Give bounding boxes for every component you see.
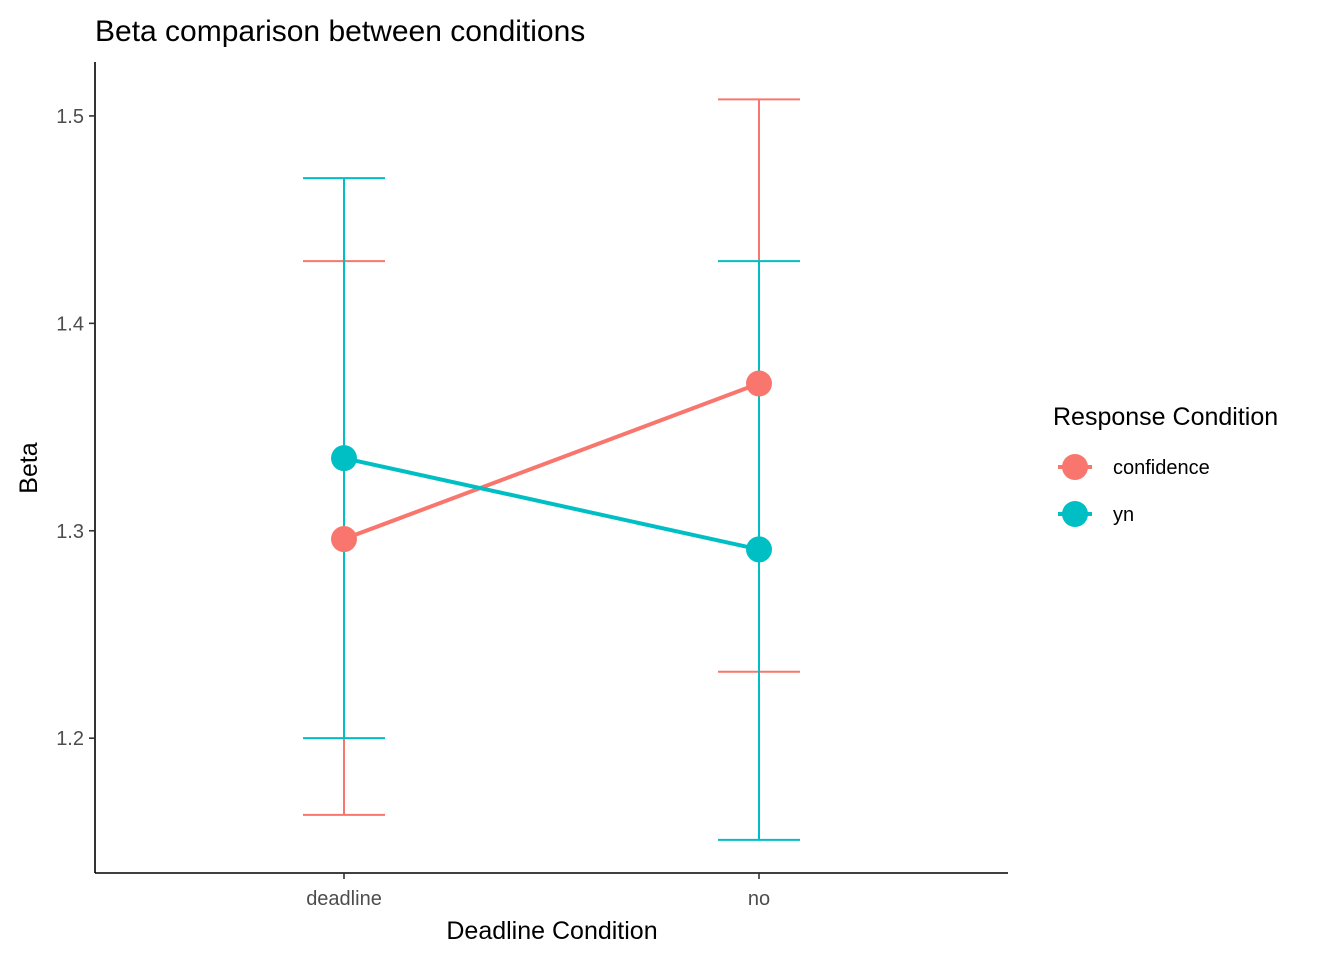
x-tick-label: no: [748, 888, 770, 910]
y-tick-label: 1.4: [56, 313, 84, 335]
x-tick-label: deadline: [306, 888, 382, 910]
legend: Response Condition confidence yn: [1053, 403, 1278, 527]
chart-title: Beta comparison between conditions: [95, 15, 585, 48]
data-point-yn: [746, 536, 772, 563]
y-axis-title: Beta: [15, 442, 43, 494]
y-tick-label: 1.2: [56, 728, 84, 750]
legend-key-point-yn: [1062, 501, 1088, 527]
legend-title: Response Condition: [1053, 403, 1278, 431]
legend-label-yn: yn: [1113, 504, 1134, 526]
y-tick-label: 1.5: [56, 106, 84, 128]
data-point-confidence: [746, 370, 772, 397]
series-line-yn: [343, 456, 760, 552]
y-tick-label: 1.3: [56, 521, 84, 543]
data-point-confidence: [331, 526, 357, 553]
x-axis-title: Deadline Condition: [446, 917, 657, 945]
data-point-yn: [331, 445, 357, 472]
legend-key-point-confidence: [1062, 454, 1088, 480]
y-axis-ticks: 1.2 1.3 1.4 1.5: [56, 106, 95, 750]
series-line-confidence: [343, 381, 760, 541]
plot-panel: [303, 98, 800, 841]
x-axis-ticks: deadline no: [306, 873, 770, 910]
legend-label-confidence: confidence: [1113, 457, 1210, 479]
